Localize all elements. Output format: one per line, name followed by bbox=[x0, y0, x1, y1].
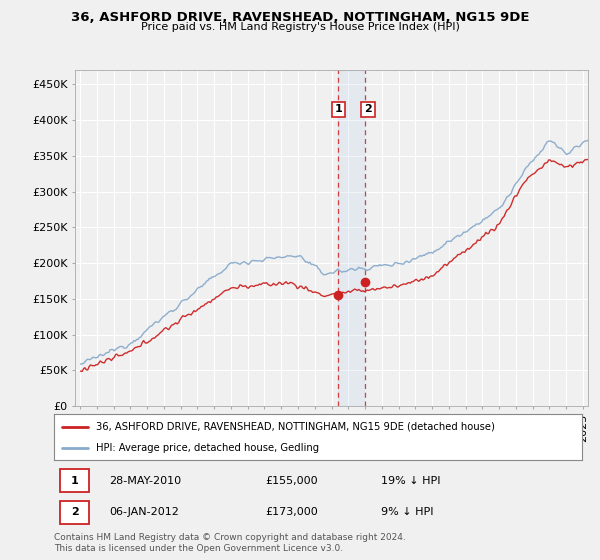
Text: 28-MAY-2010: 28-MAY-2010 bbox=[109, 475, 182, 486]
Text: 9% ↓ HPI: 9% ↓ HPI bbox=[382, 507, 434, 517]
Text: HPI: Average price, detached house, Gedling: HPI: Average price, detached house, Gedl… bbox=[96, 443, 319, 453]
Text: 1: 1 bbox=[334, 104, 342, 114]
Text: 36, ASHFORD DRIVE, RAVENSHEAD, NOTTINGHAM, NG15 9DE (detached house): 36, ASHFORD DRIVE, RAVENSHEAD, NOTTINGHA… bbox=[96, 422, 495, 432]
Text: 19% ↓ HPI: 19% ↓ HPI bbox=[382, 475, 441, 486]
Text: 06-JAN-2012: 06-JAN-2012 bbox=[109, 507, 179, 517]
Text: 2: 2 bbox=[364, 104, 372, 114]
Text: 1: 1 bbox=[71, 475, 79, 486]
FancyBboxPatch shape bbox=[61, 501, 89, 524]
FancyBboxPatch shape bbox=[61, 469, 89, 492]
Text: Contains HM Land Registry data © Crown copyright and database right 2024.
This d: Contains HM Land Registry data © Crown c… bbox=[54, 533, 406, 553]
Text: 36, ASHFORD DRIVE, RAVENSHEAD, NOTTINGHAM, NG15 9DE: 36, ASHFORD DRIVE, RAVENSHEAD, NOTTINGHA… bbox=[71, 11, 529, 24]
Text: Price paid vs. HM Land Registry's House Price Index (HPI): Price paid vs. HM Land Registry's House … bbox=[140, 22, 460, 32]
Bar bbox=[338, 70, 365, 406]
Text: 2: 2 bbox=[71, 507, 79, 517]
Text: £173,000: £173,000 bbox=[265, 507, 318, 517]
Text: £155,000: £155,000 bbox=[265, 475, 318, 486]
